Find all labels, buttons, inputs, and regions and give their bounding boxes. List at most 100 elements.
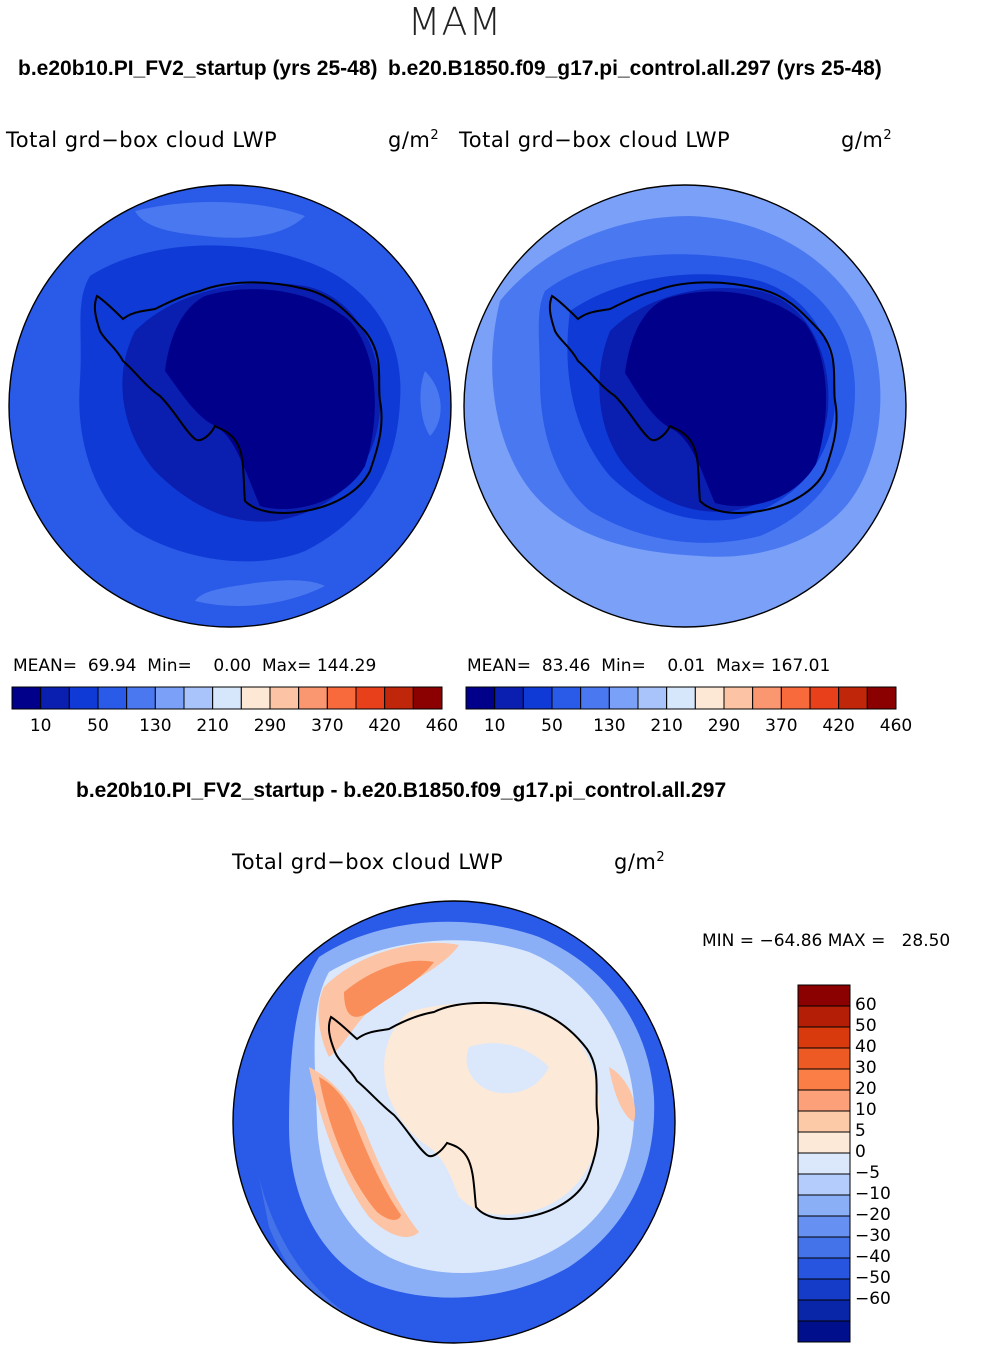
diff-map-positive-nw-core bbox=[344, 960, 434, 1017]
right-polar-map bbox=[463, 184, 907, 628]
left-colorbar-swatch bbox=[240, 686, 271, 710]
left-polar-map bbox=[8, 184, 452, 628]
diff-colorbar-tick-label: −40 bbox=[855, 1247, 891, 1267]
right-colorbar-swatch bbox=[780, 686, 811, 710]
left-colorbar-tick-label: 460 bbox=[425, 716, 459, 736]
diff-colorbar-swatch bbox=[797, 1278, 851, 1301]
right-colorbar-tick-label: 50 bbox=[541, 716, 563, 736]
diff-colorbar-swatch bbox=[797, 1110, 851, 1133]
diff-colorbar-swatch bbox=[797, 1068, 851, 1091]
right-colorbar-labels: 10 50 130 210 290 370 420 460 bbox=[466, 716, 912, 738]
right-colorbar-swatch bbox=[608, 686, 639, 710]
right-colorbar bbox=[465, 686, 897, 710]
diff-colorbar-tick-label: 0 bbox=[855, 1142, 866, 1162]
right-colorbar-swatch bbox=[752, 686, 782, 710]
diff-colorbar-swatch bbox=[797, 1215, 851, 1238]
diff-colorbar bbox=[797, 984, 851, 1343]
diff-colorbar-tick-label: 10 bbox=[855, 1100, 877, 1120]
diff-colorbar-swatch bbox=[797, 1005, 851, 1028]
left-colorbar-swatch bbox=[97, 686, 128, 710]
left-colorbar-swatch bbox=[11, 686, 42, 710]
diff-colorbar-tick-label: −50 bbox=[855, 1268, 891, 1288]
diff-colorbar-tick-label: −5 bbox=[855, 1163, 881, 1183]
diff-colorbar-swatch bbox=[797, 1089, 851, 1112]
right-field-label: Total grd−box cloud LWP bbox=[459, 128, 731, 152]
right-colorbar-tick-label: 460 bbox=[879, 716, 913, 736]
diff-units-label: g/m2 bbox=[614, 850, 666, 874]
diff-colorbar-swatch bbox=[797, 1131, 851, 1154]
diff-map-coastline bbox=[327, 1001, 600, 1220]
diff-colorbar-tick-label: 40 bbox=[855, 1037, 877, 1057]
left-colorbar-swatch bbox=[126, 686, 156, 710]
diff-colorbar-tick-label: 5 bbox=[855, 1121, 866, 1141]
right-case-title: b.e20.B1850.f09_g17.pi_control.all.297 (… bbox=[388, 57, 882, 80]
diff-minmax: MIN = −64.86 MAX = 28.50 bbox=[702, 931, 951, 951]
right-mean-label: MEAN= bbox=[467, 656, 531, 676]
left-colorbar-tick-label: 290 bbox=[253, 716, 287, 736]
diff-colorbar-swatch bbox=[797, 1173, 851, 1196]
season-title: MAM bbox=[407, 0, 503, 44]
diff-colorbar-tick-label: −30 bbox=[855, 1226, 891, 1246]
right-mean-value: 83.46 bbox=[541, 656, 591, 676]
diff-colorbar-tick-label: −10 bbox=[855, 1184, 891, 1204]
left-mean-value: 69.94 bbox=[87, 656, 137, 676]
diff-colorbar-tick-label: −60 bbox=[855, 1289, 891, 1309]
left-colorbar-labels: 10 50 130 210 290 370 420 460 bbox=[12, 716, 458, 738]
left-colorbar-swatch bbox=[212, 686, 242, 710]
left-colorbar-tick-label: 10 bbox=[29, 716, 52, 736]
left-colorbar-swatch bbox=[183, 686, 214, 710]
right-colorbar-tick-label: 420 bbox=[822, 716, 855, 736]
right-colorbar-swatch bbox=[465, 686, 496, 710]
diff-colorbar-swatch bbox=[797, 1026, 851, 1049]
diff-colorbar-swatch bbox=[797, 1194, 851, 1217]
left-map-outer-band-se bbox=[195, 580, 325, 606]
right-min-label: Min= bbox=[601, 656, 646, 676]
diff-colorbar-swatch bbox=[797, 1299, 851, 1322]
left-colorbar bbox=[11, 686, 443, 710]
diff-title: b.e20b10.PI_FV2_startup - b.e20.B1850.f0… bbox=[76, 779, 727, 802]
left-colorbar-swatch bbox=[40, 686, 70, 710]
left-colorbar-tick-label: 50 bbox=[87, 716, 109, 736]
diff-colorbar-swatch bbox=[797, 984, 851, 1007]
right-units-label: g/m2 bbox=[841, 128, 893, 152]
right-map-antarctic-core bbox=[625, 291, 827, 507]
diff-colorbar-labels: 60 50 40 30 20 10 5 0 −5 −10 −20 −30 −40 −50 −60 bbox=[855, 985, 955, 1342]
left-mean-label: MEAN= bbox=[13, 656, 77, 676]
left-colorbar-tick-label: 130 bbox=[139, 716, 172, 736]
right-colorbar-swatch bbox=[838, 686, 868, 710]
right-colorbar-tick-label: 290 bbox=[707, 716, 741, 736]
right-colorbar-swatch bbox=[666, 686, 696, 710]
right-map-boundary bbox=[463, 184, 907, 628]
left-colorbar-swatch bbox=[68, 686, 99, 710]
right-colorbar-swatch bbox=[809, 686, 840, 710]
left-map-outer-band bbox=[135, 201, 305, 238]
left-map-boundary bbox=[8, 184, 452, 628]
diff-field-label: Total grd−box cloud LWP bbox=[232, 850, 504, 874]
diff-colorbar-tick-label: 30 bbox=[855, 1058, 877, 1078]
diff-colorbar-swatch bbox=[797, 1320, 851, 1343]
diff-colorbar-swatch bbox=[797, 1047, 851, 1070]
diff-map-antarctic-interior bbox=[384, 1003, 600, 1215]
left-map-coastline bbox=[93, 281, 383, 514]
left-colorbar-swatch bbox=[298, 686, 328, 710]
diff-colorbar-swatch bbox=[797, 1257, 851, 1280]
left-colorbar-tick-label: 210 bbox=[196, 716, 229, 736]
right-colorbar-swatch bbox=[522, 686, 553, 710]
diff-colorbar-tick-label: 20 bbox=[855, 1079, 877, 1099]
right-colorbar-tick-label: 10 bbox=[483, 716, 506, 736]
left-case-title: b.e20b10.PI_FV2_startup (yrs 25-48) bbox=[18, 57, 378, 80]
left-map-outer-band-e bbox=[420, 371, 441, 436]
left-colorbar-swatch bbox=[154, 686, 185, 710]
left-map-antarctic-core bbox=[165, 289, 375, 510]
diff-map-positive-e-patch bbox=[609, 1067, 636, 1122]
right-stats: MEAN= 83.46 Min= 0.01 Max= 167.01 bbox=[467, 656, 830, 676]
diff-map-interior-patch bbox=[466, 1043, 549, 1094]
right-colorbar-tick-label: 370 bbox=[765, 716, 798, 736]
left-colorbar-tick-label: 420 bbox=[368, 716, 401, 736]
right-colorbar-swatch bbox=[723, 686, 754, 710]
right-colorbar-swatch bbox=[580, 686, 610, 710]
diff-colorbar-swatch bbox=[797, 1152, 851, 1175]
diff-colorbar-swatch bbox=[797, 1236, 851, 1259]
left-units-label: g/m2 bbox=[388, 128, 440, 152]
right-max-value: 167.01 bbox=[770, 656, 831, 676]
